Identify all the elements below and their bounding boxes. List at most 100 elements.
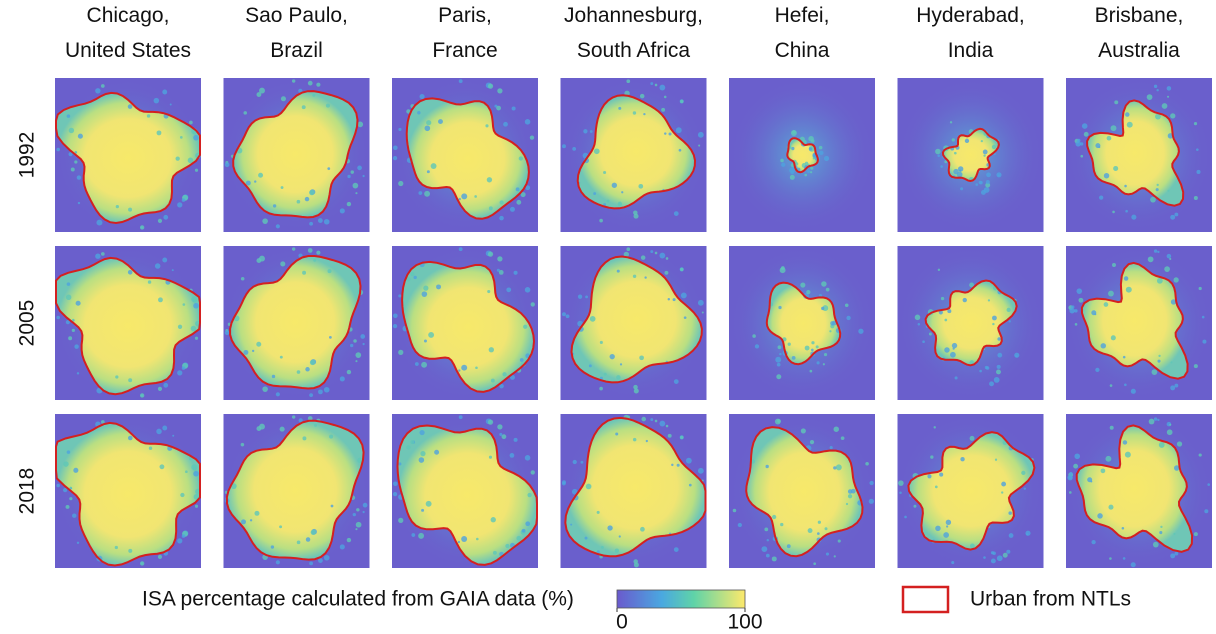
isa-speck [659, 420, 666, 427]
isa-speck [663, 95, 667, 99]
isa-speck [313, 258, 317, 262]
ntl-outline [396, 424, 538, 566]
isa-speck [765, 553, 770, 558]
isa-speck [73, 467, 79, 473]
isa-speck [917, 322, 921, 326]
isa-speck [76, 175, 82, 180]
isa-speck [986, 172, 991, 178]
isa-speck [665, 257, 669, 260]
isa-speck [56, 315, 60, 320]
isa-speck [457, 540, 461, 544]
isa-speck [525, 185, 531, 191]
isa-speck [169, 103, 172, 106]
isa-speck [800, 282, 806, 288]
isa-speck [162, 425, 168, 431]
isa-speck [475, 366, 478, 370]
isa-speck [1193, 364, 1198, 369]
isa-speck [1156, 277, 1163, 284]
isa-speck [810, 171, 813, 174]
isa-speck [272, 204, 277, 208]
isa-speck [943, 532, 950, 538]
isa-speck [356, 508, 360, 512]
isa-speck [418, 191, 423, 195]
isa-speck [659, 252, 666, 259]
ntl-outline [941, 127, 1000, 183]
isa-speck [162, 89, 168, 95]
isa-speck [421, 361, 428, 368]
isa-speck [259, 423, 265, 430]
isa-speck [1110, 125, 1117, 132]
isa-speck [589, 316, 596, 322]
isa-speck [1080, 154, 1084, 158]
isa-speck [641, 416, 647, 422]
isa-speck [357, 165, 362, 171]
isa-speck [858, 328, 864, 334]
map-panel [392, 78, 538, 232]
isa-speck [518, 156, 523, 161]
isa-speck [1110, 335, 1116, 341]
isa-speck [329, 335, 332, 339]
isa-speck [804, 345, 810, 351]
isa-speck [115, 375, 119, 379]
isa-speck [490, 517, 496, 523]
isa-speck [672, 298, 676, 302]
isa-speck [291, 79, 296, 83]
isa-speck [585, 295, 588, 299]
isa-speck [461, 193, 468, 200]
isa-speck [519, 358, 524, 362]
isa-speck [644, 276, 647, 279]
isa-speck [737, 522, 742, 528]
isa-speck [499, 383, 504, 389]
isa-speck [822, 363, 825, 366]
map-panel [392, 246, 538, 400]
isa-speck [1114, 100, 1119, 105]
isa-speck [914, 314, 921, 321]
isa-speck [414, 362, 419, 366]
isa-speck [804, 161, 809, 165]
isa-speck [100, 84, 105, 88]
isa-speck [791, 355, 796, 360]
ntl-outline [229, 255, 362, 390]
isa-speck [346, 201, 352, 207]
isa-speck [309, 561, 314, 566]
isa-speck [685, 457, 692, 464]
isa-speck [1106, 135, 1112, 141]
isa-speck [128, 548, 133, 553]
isa-speck [163, 382, 169, 388]
column-header: Brisbane, [1095, 4, 1184, 27]
isa-speck [185, 470, 188, 474]
isa-speck [938, 310, 943, 315]
isa-speck [72, 318, 75, 322]
isa-speck [1075, 141, 1081, 147]
map-panel [560, 78, 707, 232]
isa-speck [393, 145, 398, 151]
isa-speck [312, 93, 316, 97]
isa-speck [100, 420, 105, 424]
isa-speck [128, 207, 133, 212]
column-header: India [948, 39, 994, 62]
isa-speck [688, 483, 692, 487]
isa-speck [434, 449, 440, 455]
ntl-outline [55, 91, 201, 225]
isa-speck [425, 500, 432, 507]
isa-speck [898, 480, 904, 486]
isa-speck [969, 543, 975, 549]
isa-speck [190, 325, 197, 332]
isa-speck [562, 480, 566, 485]
isa-speck [944, 318, 948, 322]
isa-speck [516, 199, 522, 205]
isa-speck [410, 440, 415, 445]
urban-area [1076, 425, 1193, 552]
isa-speck [516, 535, 522, 541]
isa-speck [679, 435, 684, 440]
isa-speck [74, 160, 78, 164]
isa-speck [1069, 471, 1073, 476]
isa-speck [1166, 95, 1170, 98]
isa-speck [811, 341, 815, 345]
isa-speck [1111, 263, 1116, 268]
urban-area [56, 422, 200, 566]
isa-speck [68, 152, 73, 157]
isa-speck [499, 200, 504, 205]
isa-speck [611, 182, 618, 188]
isa-speck [697, 299, 704, 306]
